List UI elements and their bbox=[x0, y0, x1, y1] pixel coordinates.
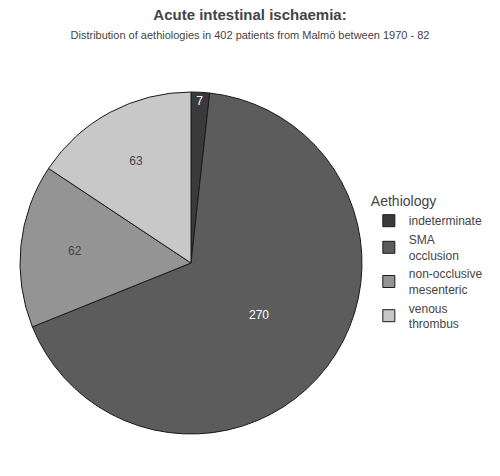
svg-text:indeterminate: indeterminate bbox=[409, 214, 482, 228]
svg-text:venousthrombus: venousthrombus bbox=[409, 302, 459, 332]
svg-text:Acute intestinal ischaemia:Dis: Acute intestinal ischaemia:Distribution … bbox=[71, 6, 430, 42]
svg-text:63: 63 bbox=[129, 154, 143, 168]
svg-text:Aethiology: Aethiology bbox=[371, 193, 436, 209]
svg-text:62: 62 bbox=[68, 244, 82, 258]
svg-text:non-occlusivemesenteric: non-occlusivemesenteric bbox=[409, 267, 483, 297]
svg-text:270: 270 bbox=[249, 308, 269, 322]
svg-text:SMAocclusion: SMAocclusion bbox=[409, 233, 459, 263]
svg-text:7: 7 bbox=[196, 94, 203, 108]
